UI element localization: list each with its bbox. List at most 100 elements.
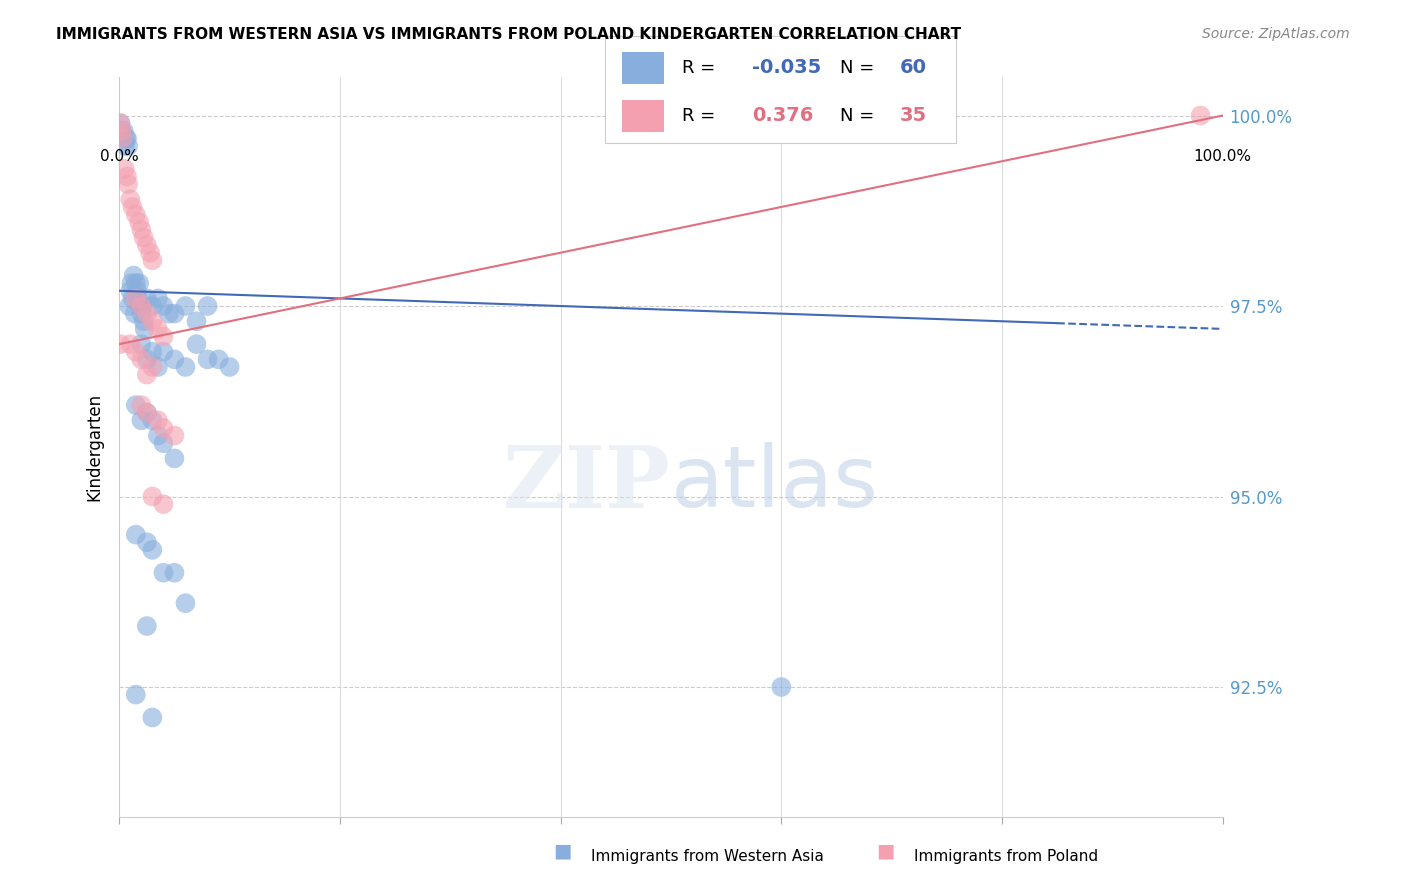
Point: [111, 131, 134, 145]
Point: [128, 215, 150, 229]
Point: [115, 169, 138, 184]
Text: IMMIGRANTS FROM WESTERN ASIA VS IMMIGRANTS FROM POLAND KINDERGARTEN CORRELATION : IMMIGRANTS FROM WESTERN ASIA VS IMMIGRAN…: [56, 27, 962, 42]
Point: [174, 299, 197, 313]
Point: [125, 284, 148, 298]
Point: [197, 299, 219, 313]
Point: [135, 406, 157, 420]
Point: [207, 352, 229, 367]
Point: [146, 359, 169, 374]
Point: [141, 314, 163, 328]
Text: Immigrants from Western Asia: Immigrants from Western Asia: [591, 849, 824, 863]
Y-axis label: Kindergarten: Kindergarten: [86, 392, 103, 501]
Point: [152, 344, 174, 359]
Point: [163, 451, 186, 466]
Point: [770, 680, 793, 694]
Point: [146, 428, 169, 442]
Point: [110, 337, 132, 351]
Point: [157, 307, 180, 321]
Text: 0.0%: 0.0%: [100, 149, 139, 164]
Text: ■: ■: [553, 841, 572, 860]
Point: [163, 566, 186, 580]
Point: [135, 368, 157, 382]
Point: [141, 413, 163, 427]
Point: [146, 322, 169, 336]
Point: [141, 490, 163, 504]
Point: [186, 337, 208, 351]
Point: [131, 352, 153, 367]
Text: R =: R =: [682, 107, 721, 125]
Point: [131, 223, 153, 237]
Point: [152, 566, 174, 580]
Point: [141, 710, 163, 724]
Point: [131, 299, 153, 313]
Point: [139, 245, 162, 260]
Point: [134, 322, 156, 336]
Point: [1189, 109, 1212, 123]
Point: [163, 352, 186, 367]
Point: [135, 406, 157, 420]
Point: [124, 307, 146, 321]
Point: [120, 192, 142, 206]
Point: [117, 177, 139, 191]
Point: [141, 359, 163, 374]
Point: [131, 413, 153, 427]
Text: -0.035: -0.035: [752, 58, 821, 78]
Point: [146, 292, 169, 306]
Point: [125, 344, 148, 359]
Point: [120, 276, 142, 290]
Point: [197, 352, 219, 367]
Text: N =: N =: [841, 107, 880, 125]
Point: [121, 292, 143, 306]
Text: Source: ZipAtlas.com: Source: ZipAtlas.com: [1202, 27, 1350, 41]
Point: [152, 436, 174, 450]
Text: 35: 35: [900, 106, 927, 126]
Point: [115, 131, 138, 145]
Text: 0.376: 0.376: [752, 106, 814, 126]
FancyBboxPatch shape: [623, 52, 665, 84]
Point: [132, 230, 155, 244]
Text: atlas: atlas: [671, 442, 879, 525]
Point: [141, 344, 163, 359]
Point: [152, 329, 174, 343]
Point: [163, 307, 186, 321]
Text: R =: R =: [682, 59, 721, 77]
Point: [115, 131, 138, 145]
Point: [121, 200, 143, 214]
Point: [110, 116, 132, 130]
Point: [152, 299, 174, 313]
Point: [125, 398, 148, 412]
Text: ZIP: ZIP: [503, 442, 671, 526]
Point: [135, 619, 157, 633]
Point: [131, 398, 153, 412]
Point: [135, 238, 157, 252]
Text: Immigrants from Poland: Immigrants from Poland: [914, 849, 1098, 863]
Point: [110, 124, 132, 138]
Point: [125, 208, 148, 222]
Point: [152, 497, 174, 511]
Point: [114, 139, 136, 153]
Point: [135, 352, 157, 367]
Point: [163, 428, 186, 442]
Point: [135, 292, 157, 306]
FancyBboxPatch shape: [623, 100, 665, 132]
Point: [131, 299, 153, 313]
Point: [141, 542, 163, 557]
Point: [114, 161, 136, 176]
Point: [125, 688, 148, 702]
Text: 100.0%: 100.0%: [1194, 149, 1251, 164]
Point: [120, 284, 142, 298]
Point: [111, 131, 134, 145]
Point: [141, 299, 163, 313]
Point: [117, 139, 139, 153]
Point: [110, 116, 132, 130]
Point: [174, 359, 197, 374]
Point: [125, 527, 148, 541]
Point: [152, 421, 174, 435]
Point: [131, 307, 153, 321]
Point: [131, 337, 153, 351]
Point: [218, 359, 240, 374]
Point: [120, 337, 142, 351]
Text: ■: ■: [876, 841, 896, 860]
Point: [122, 268, 145, 283]
Point: [118, 299, 141, 313]
